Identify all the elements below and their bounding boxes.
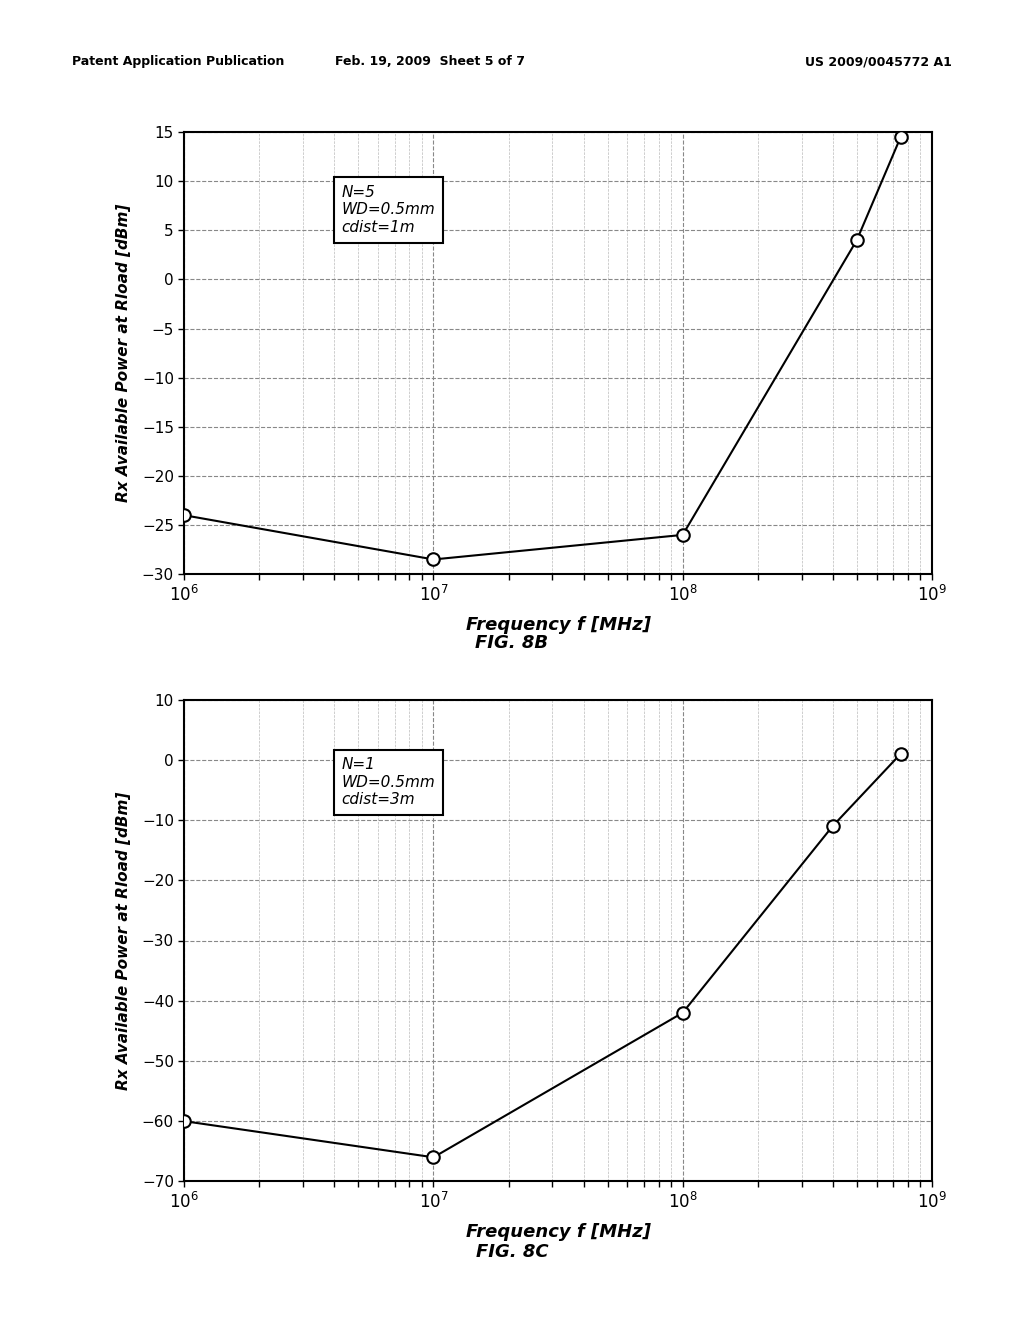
Text: US 2009/0045772 A1: US 2009/0045772 A1 [806,55,952,69]
Text: FIG. 8C: FIG. 8C [476,1243,548,1262]
X-axis label: Frequency f [MHz]: Frequency f [MHz] [466,616,650,634]
Text: N=5
WD=0.5mm
cdist=1m: N=5 WD=0.5mm cdist=1m [341,185,435,235]
X-axis label: Frequency f [MHz]: Frequency f [MHz] [466,1224,650,1241]
Y-axis label: Rx Available Power at Rload [dBm]: Rx Available Power at Rload [dBm] [116,791,131,1090]
Text: Feb. 19, 2009  Sheet 5 of 7: Feb. 19, 2009 Sheet 5 of 7 [335,55,525,69]
Text: Patent Application Publication: Patent Application Publication [72,55,284,69]
Y-axis label: Rx Available Power at Rload [dBm]: Rx Available Power at Rload [dBm] [116,203,131,503]
Text: N=1
WD=0.5mm
cdist=3m: N=1 WD=0.5mm cdist=3m [341,758,435,808]
Text: FIG. 8B: FIG. 8B [475,634,549,652]
